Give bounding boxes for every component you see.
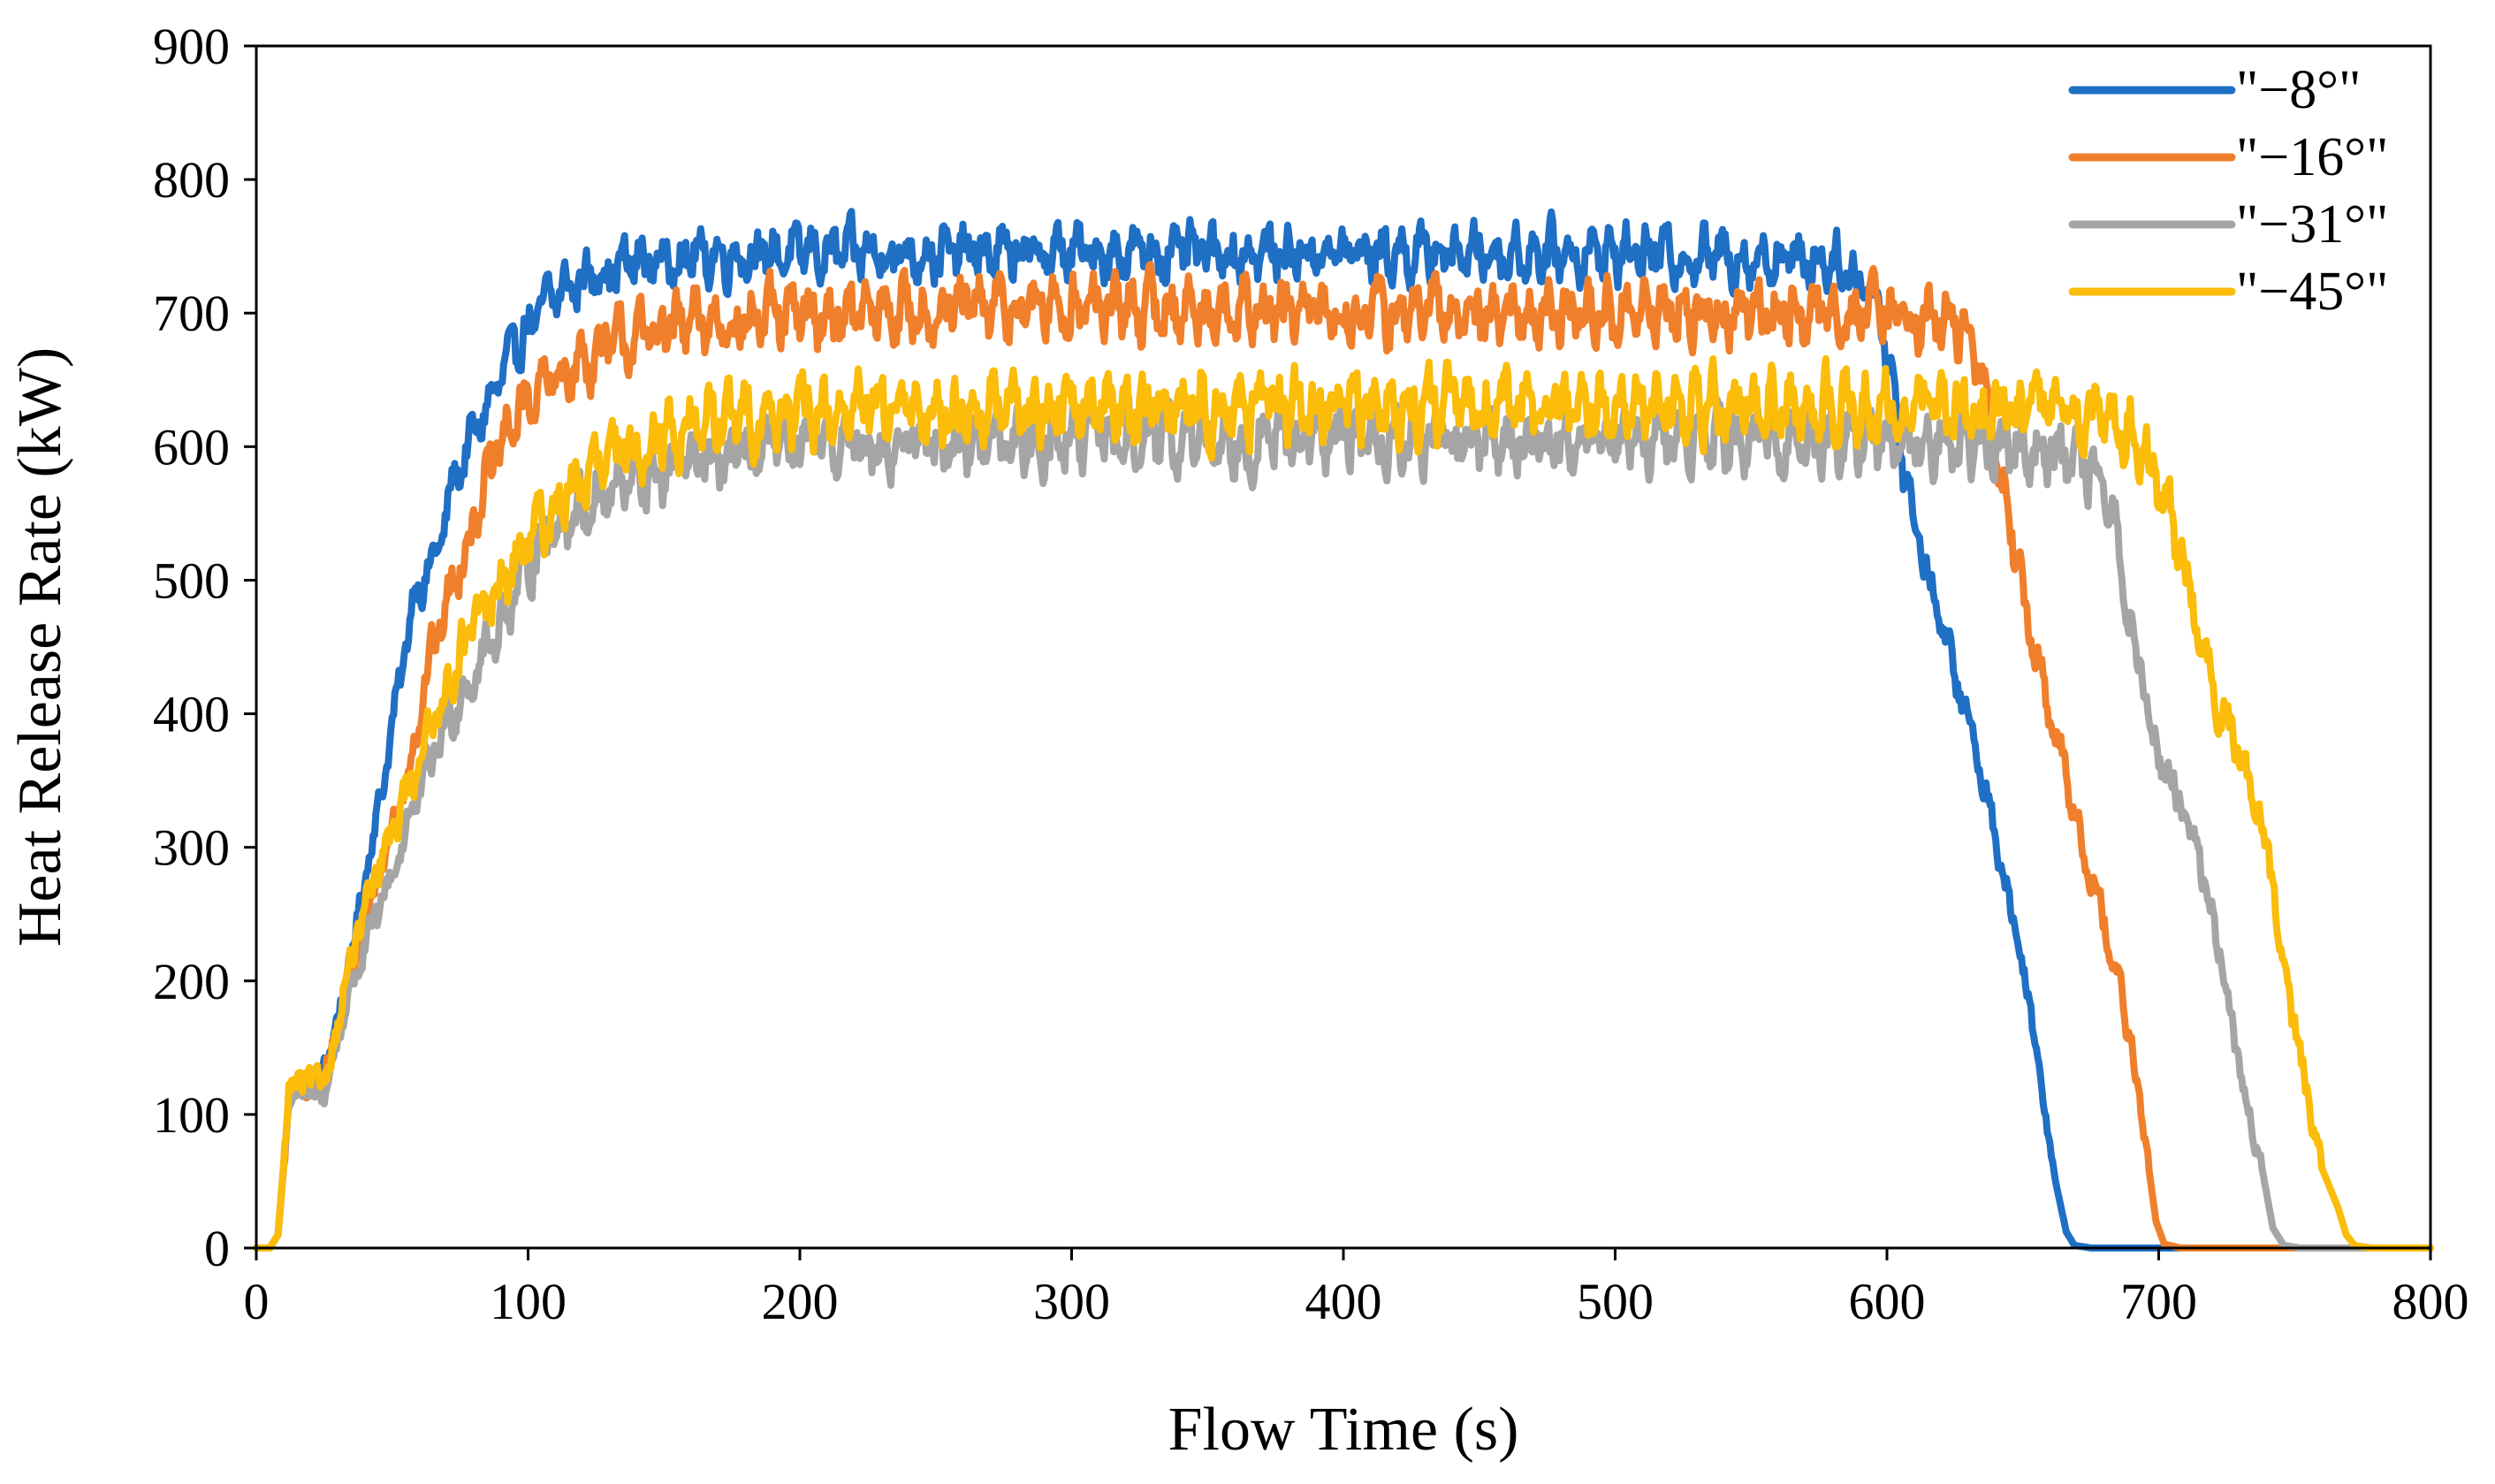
y-axis-title: Heat Release Rate (kW) [6, 347, 74, 947]
legend-label: "−45°" [2236, 262, 2388, 322]
y-tick-label: 800 [153, 151, 230, 209]
y-tick-label: 700 [153, 285, 230, 342]
x-tick-label: 400 [1305, 1273, 1382, 1330]
x-tick-label: 800 [2392, 1273, 2469, 1330]
x-tick-label: 700 [2120, 1273, 2197, 1330]
y-tick-label: 0 [204, 1220, 230, 1277]
x-tick-label: 600 [1849, 1273, 1926, 1330]
y-tick-label: 300 [153, 819, 230, 877]
x-axis-title: Flow Time (s) [1168, 1396, 1519, 1464]
y-tick-label: 200 [153, 953, 230, 1010]
x-tick-label: 200 [762, 1273, 839, 1330]
legend-label: "−8°" [2236, 60, 2361, 120]
y-tick-label: 900 [153, 18, 230, 75]
x-tick-label: 0 [244, 1273, 270, 1330]
series-line [253, 261, 2434, 1252]
series-line [253, 208, 2434, 1252]
x-tick-label: 300 [1033, 1273, 1110, 1330]
x-tick-label: 100 [490, 1273, 567, 1330]
y-tick-label: 500 [153, 552, 230, 609]
x-tick-label: 500 [1577, 1273, 1654, 1330]
series-line [253, 354, 2434, 1252]
tick-layer: 0 100 200 300 400 500 600 700 800 0 100 200 300 400 50… [153, 18, 2469, 1330]
legend: "−8°" "−16°" "−31°" "−45°" [2068, 60, 2388, 322]
series-layer [253, 208, 2434, 1252]
legend-label: "−31°" [2236, 194, 2388, 255]
y-tick-label: 600 [153, 418, 230, 476]
y-tick-label: 100 [153, 1086, 230, 1144]
legend-label: "−16°" [2236, 127, 2388, 187]
y-tick-label: 400 [153, 686, 230, 743]
